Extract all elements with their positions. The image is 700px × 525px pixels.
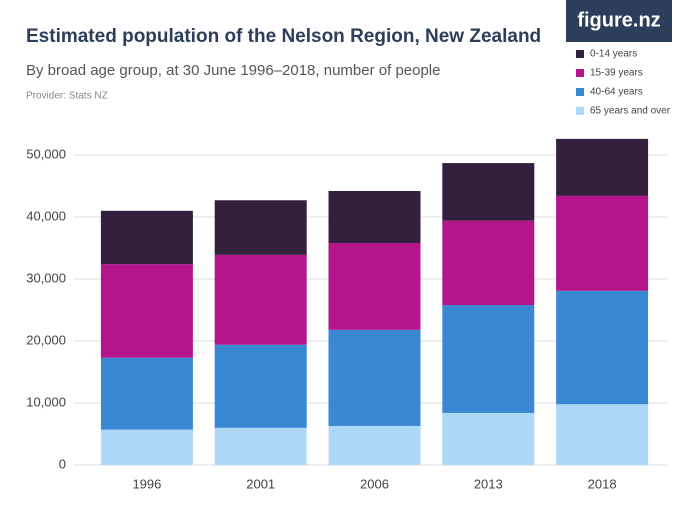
y-tick-label: 40,000 [26,208,66,223]
chart-title: Estimated population of the Nelson Regio… [26,26,541,47]
bar-segment [442,412,535,465]
y-tick-label: 0 [59,456,66,471]
bar-segment [328,329,421,426]
bar-segment [556,404,649,465]
legend-label: 0-14 years [590,49,637,60]
bar-segment [328,425,421,465]
legend-label: 15-39 years [590,68,643,79]
bar-segment [328,243,421,330]
bar-segment [556,138,649,196]
legend-swatch [576,107,584,115]
x-tick-label: 2001 [246,476,275,491]
bar-segment [100,264,193,358]
legend-swatch [576,69,584,77]
bar-segment [100,357,193,430]
legend-swatch [576,50,584,58]
bar-segment [442,163,535,221]
legend-label: 65 years and over [590,106,671,117]
y-tick-label: 50,000 [26,146,66,161]
bar-segment [214,427,307,465]
bar-segment [100,429,193,465]
legend-label: 40-64 years [590,87,643,98]
y-tick-label: 20,000 [26,332,66,347]
x-tick-label: 2013 [474,476,503,491]
x-tick-label: 2018 [588,476,617,491]
x-tick-label: 2006 [360,476,389,491]
logo: figure.nz [577,9,660,31]
bar-segment [214,200,307,255]
provider: Provider: Stats NZ [26,91,108,102]
y-tick-label: 10,000 [26,394,66,409]
bar-segment [556,195,649,291]
logo-box [566,0,672,42]
bar-segment [100,210,193,265]
x-tick-label: 1996 [132,476,161,491]
chart-subtitle: By broad age group, at 30 June 1996–2018… [26,62,441,79]
bar-segment [328,190,421,244]
bar-segment [556,290,649,405]
legend-swatch [576,88,584,96]
bar-segment [442,305,535,413]
y-tick-label: 30,000 [26,270,66,285]
bar-segment [214,344,307,428]
bar-segment [442,220,535,306]
bar-segment [214,254,307,345]
